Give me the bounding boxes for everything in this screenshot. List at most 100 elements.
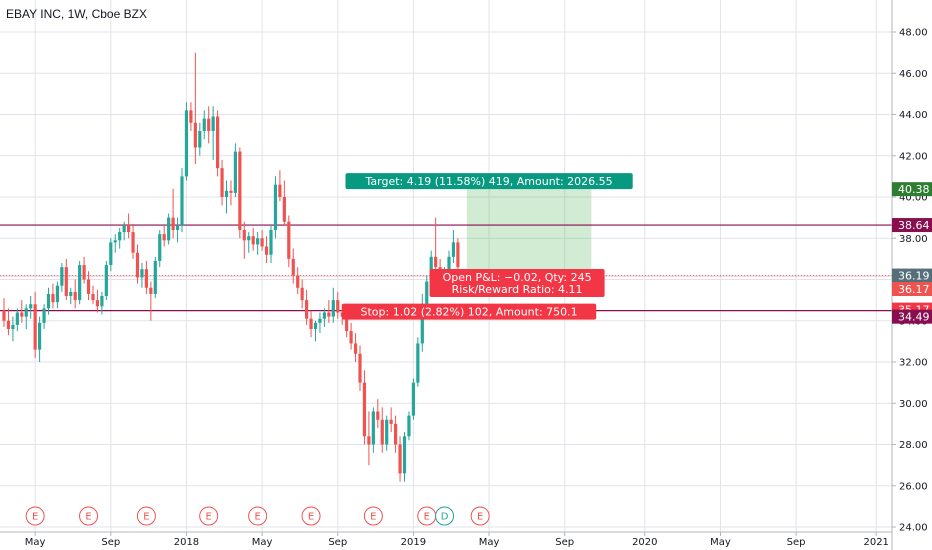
candle bbox=[109, 238, 113, 272]
candle bbox=[238, 147, 242, 239]
candle bbox=[46, 287, 51, 315]
earnings-marker[interactable]: E bbox=[363, 506, 383, 526]
candle-body bbox=[256, 238, 260, 245]
candle bbox=[358, 345, 362, 391]
candle bbox=[100, 291, 104, 315]
candle bbox=[15, 308, 19, 332]
candle bbox=[407, 411, 411, 441]
earnings-label: E bbox=[206, 512, 212, 523]
candle-body bbox=[20, 312, 24, 317]
candle bbox=[38, 316, 42, 362]
candle-body bbox=[358, 353, 362, 383]
candle-body bbox=[95, 300, 100, 307]
stop-label[interactable]: Stop: 1.02 (2.82%) 102, Amount: 750.1 bbox=[342, 303, 597, 320]
price-label-text: 38.64 bbox=[898, 219, 930, 232]
candle-body bbox=[331, 300, 335, 317]
candle bbox=[171, 188, 175, 239]
candle-body bbox=[33, 304, 37, 350]
earnings-label: E bbox=[370, 512, 376, 523]
candle bbox=[91, 285, 95, 305]
price-tick-label: 32.00 bbox=[899, 358, 928, 369]
candle-body bbox=[198, 131, 202, 148]
candle bbox=[287, 215, 291, 268]
earnings-marker[interactable]: E bbox=[25, 506, 45, 526]
candle bbox=[291, 248, 295, 284]
candle bbox=[331, 287, 335, 323]
earnings-marker[interactable]: E bbox=[417, 506, 437, 526]
stop-label-text: Stop: 1.02 (2.82%) 102, Amount: 750.1 bbox=[361, 306, 578, 319]
earnings-marker[interactable]: E bbox=[136, 506, 156, 526]
candle-body bbox=[113, 240, 117, 243]
candle-body bbox=[100, 296, 104, 307]
candle-body bbox=[407, 415, 411, 437]
earnings-marker[interactable]: E bbox=[199, 506, 219, 526]
candle bbox=[216, 110, 220, 177]
time-tick-label: May bbox=[252, 537, 273, 548]
price-label-stop-line-1: 38.64 bbox=[892, 218, 932, 233]
candle-body bbox=[238, 151, 242, 230]
candle bbox=[282, 180, 286, 226]
candle-body bbox=[91, 293, 95, 301]
earnings-marker[interactable]: E bbox=[470, 506, 490, 526]
candle-body bbox=[229, 190, 233, 193]
price-label-bg bbox=[892, 268, 932, 283]
price-tick-label: 48.00 bbox=[899, 28, 928, 39]
candle-body bbox=[131, 232, 135, 253]
price-label-stop-line-2: 34.49 bbox=[892, 309, 932, 324]
symbol-title[interactable]: EBAY INC, 1W, Cboe BZX bbox=[6, 7, 147, 21]
candle bbox=[353, 333, 358, 362]
price-tick-label: 40.00 bbox=[899, 193, 928, 204]
candle bbox=[300, 279, 304, 309]
candle bbox=[398, 436, 402, 482]
earnings-marker[interactable]: E bbox=[301, 506, 321, 526]
candle bbox=[380, 407, 384, 453]
earnings-icon bbox=[470, 506, 490, 526]
candle-body bbox=[416, 343, 420, 383]
time-axis[interactable]: May Sep 2018 May Sep 2019 May Sep 2020 May Sep 2021 bbox=[25, 532, 889, 548]
candle-body bbox=[29, 304, 33, 309]
dividend-icon bbox=[435, 506, 455, 526]
candle bbox=[202, 110, 206, 140]
candle bbox=[184, 102, 189, 181]
candle-body bbox=[15, 312, 19, 325]
candle-body bbox=[180, 176, 184, 226]
earnings-label: E bbox=[254, 512, 260, 523]
price-tick-label: 30.00 bbox=[899, 399, 928, 410]
candle-body bbox=[140, 269, 144, 278]
earnings-marker[interactable]: E bbox=[79, 506, 99, 526]
dividend-marker[interactable]: D bbox=[435, 506, 455, 526]
candle-body bbox=[389, 419, 393, 424]
time-tick-label: 2020 bbox=[632, 537, 657, 548]
earnings-icon bbox=[79, 506, 99, 526]
target-zone bbox=[466, 189, 592, 276]
candle-body bbox=[447, 256, 451, 276]
candle bbox=[247, 232, 251, 253]
candle bbox=[451, 230, 456, 263]
candle bbox=[305, 289, 309, 325]
candle-body bbox=[309, 318, 313, 329]
candle bbox=[189, 102, 193, 131]
target-label[interactable]: Target: 4.19 (11.58%) 419, Amount: 2026.… bbox=[345, 173, 633, 190]
target-label-text: Target: 4.19 (11.58%) 419, Amount: 2026.… bbox=[365, 175, 613, 188]
candle bbox=[411, 378, 415, 420]
position-labels[interactable]: Target: 4.19 (11.58%) 419, Amount: 2026.… bbox=[342, 173, 633, 320]
pnl-label-text: Open P&L: −0.02, Qty: 245 bbox=[443, 271, 592, 284]
candle-body bbox=[207, 118, 211, 131]
candle bbox=[296, 267, 300, 294]
candle-body bbox=[367, 436, 371, 445]
candle-body bbox=[82, 265, 86, 280]
earnings-marker[interactable]: E bbox=[248, 506, 268, 526]
earnings-icon bbox=[199, 506, 219, 526]
candles bbox=[2, 52, 460, 482]
candle-body bbox=[327, 312, 331, 317]
price-label-current: 36.19 bbox=[892, 268, 932, 283]
price-tick-label: 38.00 bbox=[899, 234, 928, 245]
candle-body bbox=[313, 322, 318, 329]
candle-body bbox=[73, 291, 77, 301]
price-tick-label: 28.00 bbox=[899, 440, 928, 451]
candle bbox=[55, 281, 59, 309]
candle bbox=[394, 415, 398, 453]
